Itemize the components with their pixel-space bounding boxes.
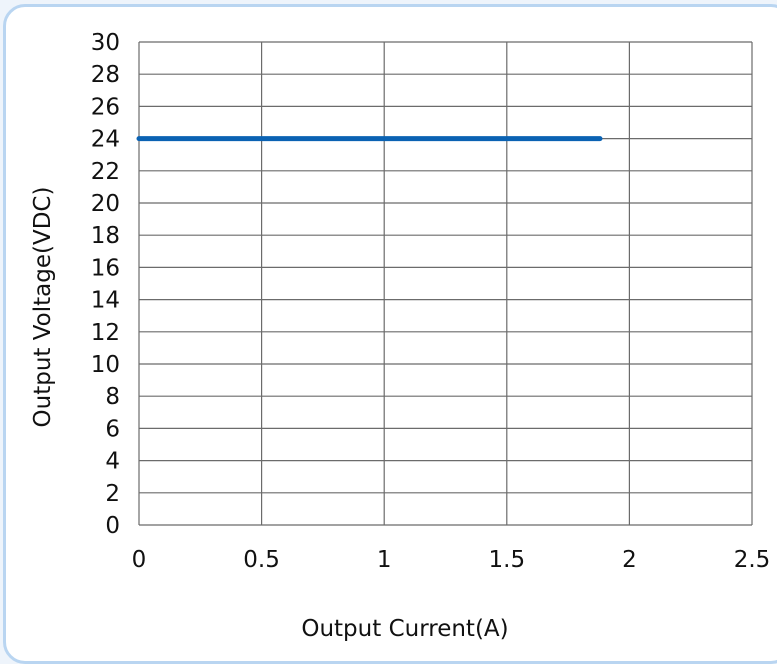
y-tick-label: 28: [91, 62, 120, 88]
y-tick-label: 14: [91, 288, 120, 314]
x-tick-label: 0.5: [243, 547, 280, 573]
x-tick-label: 2.5: [734, 547, 771, 573]
x-tick-label: 1: [377, 547, 392, 573]
x-tick-label: 0: [132, 547, 147, 573]
y-tick-label: 4: [105, 449, 120, 475]
y-tick-label: 24: [91, 127, 120, 153]
x-tick-label: 2: [622, 547, 637, 573]
x-axis-ticks: 0 0.5 1 1.5 2 2.5: [132, 547, 771, 573]
chart-panel: [3, 4, 777, 664]
grid: [138, 41, 753, 526]
y-tick-label: 0: [105, 513, 120, 539]
x-axis-title: Output Current(A): [301, 616, 508, 642]
y-tick-label: 2: [105, 481, 120, 507]
y-tick-label: 10: [91, 352, 120, 378]
x-tick-label: 1.5: [489, 547, 526, 573]
y-tick-label: 20: [91, 191, 120, 217]
y-tick-label: 30: [91, 30, 120, 56]
y-tick-label: 18: [91, 223, 120, 249]
y-tick-label: 8: [105, 384, 120, 410]
y-tick-label: 12: [91, 320, 120, 346]
y-tick-label: 26: [91, 94, 120, 120]
y-tick-label: 16: [91, 255, 120, 281]
y-tick-label: 6: [105, 416, 120, 442]
y-axis-title: Output Voltage(VDC): [30, 187, 56, 428]
y-tick-label: 22: [91, 159, 120, 185]
